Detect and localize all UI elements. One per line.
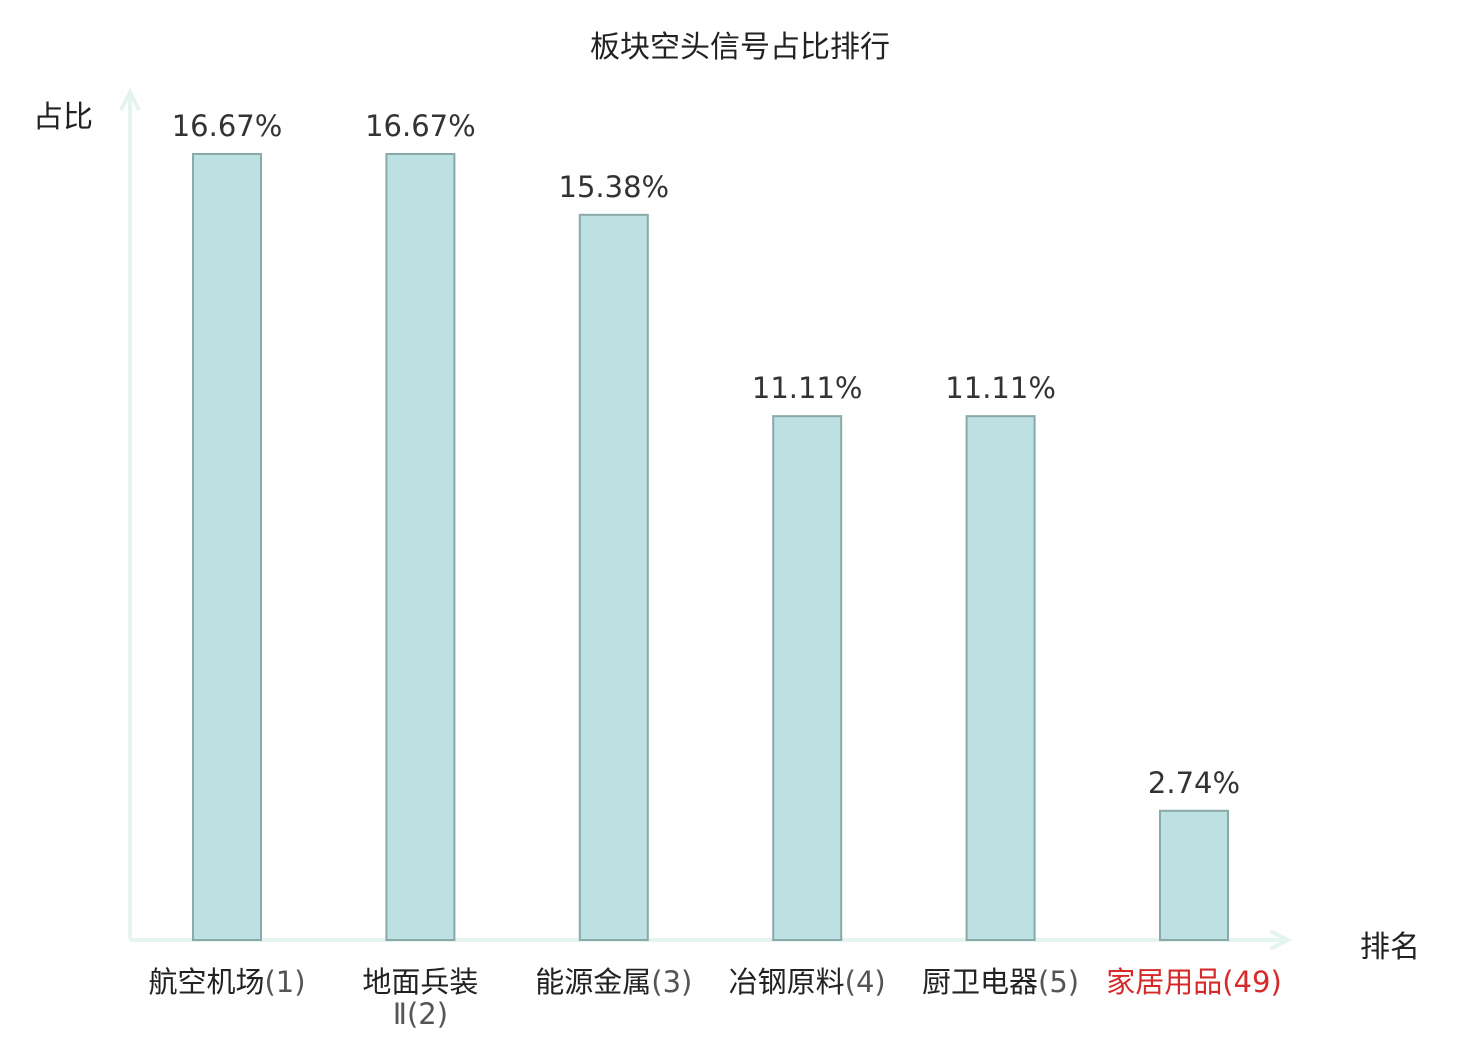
category-name: 地面兵装 bbox=[362, 965, 479, 999]
bar bbox=[1159, 809, 1229, 941]
x-axis-arrow bbox=[1269, 929, 1293, 951]
category-name: 家居用品 bbox=[1106, 965, 1223, 999]
bar bbox=[578, 213, 649, 942]
bar bbox=[965, 415, 1036, 941]
category-label: 航空机场(1) bbox=[127, 966, 327, 998]
category-rank: (5) bbox=[1038, 965, 1080, 999]
value-label: 16.67% bbox=[365, 109, 476, 143]
category-label: 家居用品(49) bbox=[1094, 966, 1294, 998]
value-label: 11.11% bbox=[752, 371, 863, 405]
value-label: 16.67% bbox=[172, 109, 283, 143]
category-label: 冶钢原料(4) bbox=[707, 966, 907, 998]
category-name: 冶钢原料 bbox=[728, 965, 845, 999]
x-axis-label: 排名 bbox=[1360, 930, 1420, 965]
category-name: 航空机场 bbox=[148, 965, 265, 999]
chart-title: 板块空头信号占比排行 bbox=[590, 30, 890, 65]
y-axis-label: 占比 bbox=[33, 100, 93, 135]
value-label: 15.38% bbox=[559, 170, 670, 204]
category-name: 厨卫电器 bbox=[922, 965, 1039, 999]
bar bbox=[192, 153, 262, 941]
value-label: 2.74% bbox=[1148, 766, 1240, 800]
category-rank: Ⅱ(2) bbox=[392, 997, 449, 1031]
category-label: 地面兵装 Ⅱ(2) bbox=[320, 966, 520, 1030]
category-rank: (1) bbox=[264, 965, 306, 999]
value-label: 11.11% bbox=[945, 371, 1056, 405]
category-rank: (3) bbox=[651, 965, 693, 999]
bar bbox=[772, 415, 843, 941]
y-axis-arrow bbox=[119, 87, 141, 111]
bar bbox=[385, 153, 456, 941]
category-rank: (4) bbox=[844, 965, 886, 999]
category-label: 厨卫电器(5) bbox=[901, 966, 1101, 998]
category-rank: (49) bbox=[1222, 965, 1282, 999]
category-label: 能源金属(3) bbox=[514, 966, 714, 998]
category-name: 能源金属 bbox=[535, 965, 652, 999]
